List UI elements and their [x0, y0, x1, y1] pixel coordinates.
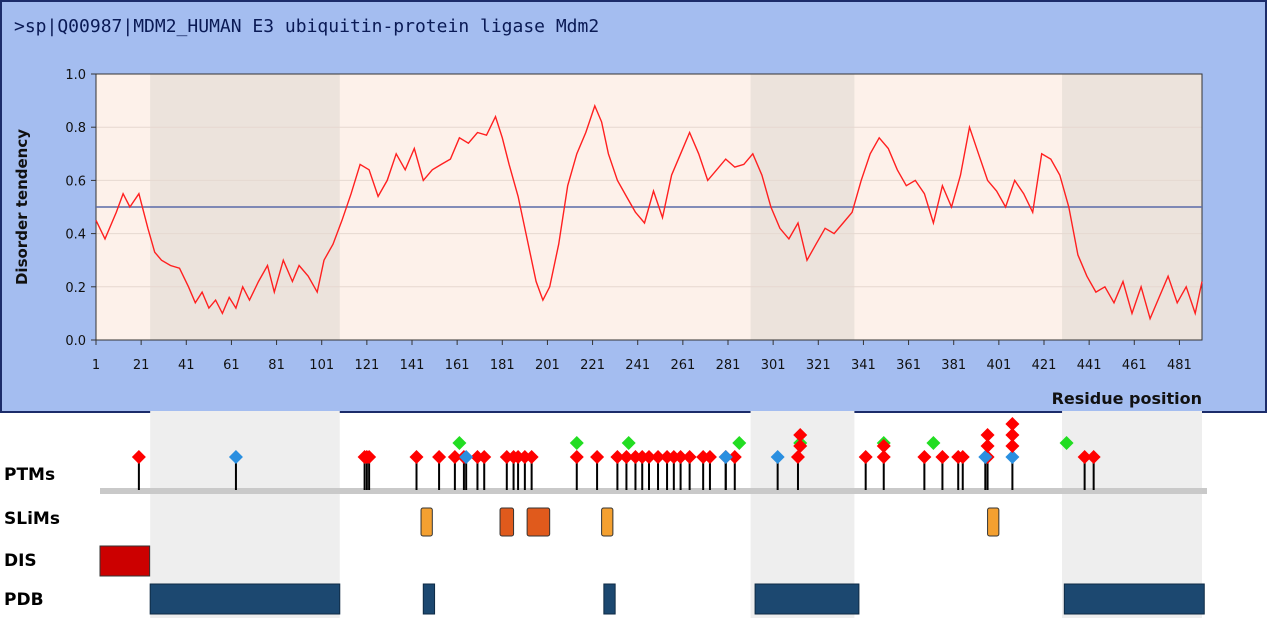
x-tick-label: 41	[178, 358, 195, 373]
ptm-marker-blue	[718, 450, 733, 464]
x-tick-label: 281	[716, 358, 741, 373]
y-axis-label: Disorder tendency	[13, 129, 31, 285]
y-tick-label: 0.0	[65, 334, 86, 349]
ptm-marker-blue	[228, 450, 243, 464]
ptm-marker-stacked-red	[876, 439, 891, 453]
slim-box	[526, 507, 551, 537]
x-tick-label: 181	[490, 358, 515, 373]
x-tick-label: 101	[309, 358, 334, 373]
ptm-marker-green	[926, 436, 941, 450]
x-tick-label: 301	[761, 358, 786, 373]
x-tick-label: 341	[851, 358, 876, 373]
ptm-marker-red	[642, 450, 656, 464]
ptm-marker-red	[876, 450, 891, 464]
y-tick-label: 0.4	[65, 228, 86, 243]
x-tick-label: 321	[806, 358, 831, 373]
pdb-box	[603, 583, 616, 615]
y-tick-label: 0.6	[65, 174, 86, 189]
ptm-marker-blue	[459, 450, 474, 464]
ptm-marker-red	[477, 450, 492, 464]
y-tick-label: 0.8	[65, 121, 86, 136]
ptm-marker-green	[569, 436, 584, 450]
ptm-marker-stacked-red	[980, 439, 995, 453]
ptm-marker-stacked-red	[1005, 417, 1020, 431]
ptm-marker-red	[790, 450, 805, 464]
ptm-marker-stacked-red	[793, 439, 808, 453]
y-tick-label: 0.2	[65, 281, 86, 296]
x-tick-label: 141	[400, 358, 425, 373]
x-tick-label: 381	[941, 358, 966, 373]
x-tick-label: 121	[354, 358, 379, 373]
ptm-marker-red	[935, 450, 950, 464]
slim-box	[499, 507, 515, 537]
pdb-box	[149, 583, 341, 615]
ptm-marker-red	[727, 450, 742, 464]
ptm-marker-red	[432, 450, 447, 464]
track-label-dis: DIS	[4, 551, 37, 571]
ptm-marker-red	[651, 450, 666, 464]
x-tick-label: 161	[445, 358, 470, 373]
ptm-marker-red	[569, 450, 584, 464]
x-tick-label: 441	[1077, 358, 1102, 373]
x-tick-label: 81	[268, 358, 285, 373]
x-tick-label: 261	[670, 358, 695, 373]
ptm-marker-stacked-red	[793, 428, 808, 442]
slim-box	[420, 507, 433, 537]
x-tick-label: 21	[133, 358, 150, 373]
x-tick-label: 201	[535, 358, 560, 373]
pdb-box	[422, 583, 436, 615]
track-label-pdb: PDB	[4, 590, 44, 610]
track-label-slims: SLiMs	[4, 509, 60, 529]
ptm-marker-stacked-red	[980, 428, 995, 442]
ptm-marker-green	[1059, 436, 1074, 450]
x-tick-label: 221	[580, 358, 605, 373]
ptm-marker-red	[1086, 450, 1101, 464]
ptm-marker-green	[732, 436, 747, 450]
x-tick-label: 401	[986, 358, 1011, 373]
slim-box	[601, 507, 614, 537]
x-tick-label: 1	[92, 358, 100, 373]
ptm-marker-red	[673, 450, 688, 464]
x-tick-label: 361	[896, 358, 921, 373]
ptm-marker-red	[955, 450, 970, 464]
track-label-ptms: PTMs	[4, 465, 56, 485]
x-tick-label: 61	[223, 358, 240, 373]
x-tick-label: 461	[1122, 358, 1147, 373]
ptm-baseline	[100, 488, 1207, 494]
x-tick-label: 481	[1167, 358, 1192, 373]
ptm-marker-blue	[978, 450, 993, 464]
ptm-marker-red	[858, 450, 873, 464]
ptm-marker-red	[131, 450, 146, 464]
x-axis-label: Residue position	[1052, 389, 1202, 408]
ptm-marker-red	[524, 450, 539, 464]
dis-box	[99, 545, 151, 577]
ptm-marker-red	[682, 450, 697, 464]
ptm-marker-red	[362, 450, 377, 464]
x-tick-label: 421	[1032, 358, 1057, 373]
ptm-marker-red	[447, 450, 462, 464]
ptm-marker-red	[702, 450, 717, 464]
x-tick-label: 241	[625, 358, 650, 373]
ptm-marker-blue	[1005, 450, 1020, 464]
ptm-marker-red	[610, 450, 625, 464]
pdb-box	[1063, 583, 1205, 615]
ptm-marker-green	[452, 436, 467, 450]
ptm-marker-red	[409, 450, 424, 464]
disorder-line	[95, 103, 1203, 321]
ptm-marker-green	[621, 436, 636, 450]
ptm-marker-red	[619, 450, 634, 464]
ptm-marker-blue	[770, 450, 785, 464]
ptm-marker-red	[917, 450, 932, 464]
pdb-box	[754, 583, 860, 615]
ptm-marker-stacked-red	[1005, 428, 1020, 442]
slim-box	[987, 507, 1000, 537]
ptm-marker-red	[590, 450, 605, 464]
y-tick-label: 1.0	[65, 68, 86, 83]
ptm-marker-red	[1077, 450, 1092, 464]
ptm-marker-stacked-red	[1005, 439, 1020, 453]
protein-title: >sp|Q00987|MDM2_HUMAN E3 ubiquitin-prote…	[14, 16, 600, 37]
